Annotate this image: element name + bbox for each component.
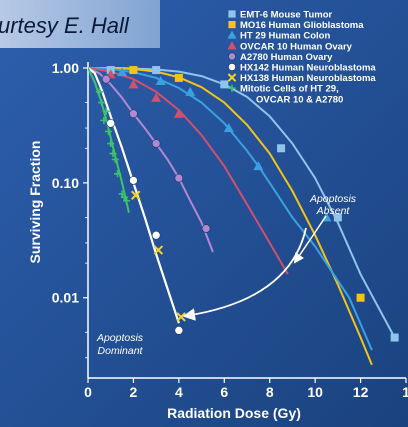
data-point-7 (107, 140, 115, 148)
legend-label-7: Mitotic Cells of HT 29, (240, 84, 339, 95)
data-point-6 (153, 245, 164, 255)
x-tick-label: 4 (175, 384, 183, 400)
data-point-0 (220, 80, 229, 89)
data-point-6 (130, 190, 141, 200)
legend-marker-5 (228, 63, 236, 71)
legend-marker-7 (228, 84, 236, 92)
data-point-7 (123, 197, 131, 205)
data-point-7 (102, 107, 110, 115)
series-line-5 (88, 67, 180, 324)
data-point-7 (98, 99, 106, 107)
annotation-absent-line1: Apoptosis (309, 193, 357, 205)
data-point-4 (129, 109, 138, 119)
data-point-5 (151, 230, 161, 240)
data-point-4 (201, 224, 211, 233)
data-point-5 (174, 326, 184, 335)
x-axis-label: Radiation Dose (Gy) (167, 405, 301, 421)
data-point-7 (109, 150, 117, 158)
legend-label-6: HX138 Human Neuroblastoma (240, 73, 376, 84)
data-point-2 (253, 161, 264, 171)
data-point-7 (114, 170, 122, 178)
data-point-2 (223, 123, 234, 133)
data-point-5 (106, 119, 116, 128)
data-point-0 (152, 66, 161, 75)
x-tick-label: 8 (266, 384, 274, 400)
legend-marker-6 (227, 73, 237, 82)
legend-label-1: MO16 Human Glioblastoma (240, 20, 364, 31)
data-point-5 (129, 176, 138, 185)
data-point-0 (333, 213, 342, 222)
data-point-7 (95, 88, 103, 96)
x-tick-label: 2 (130, 384, 138, 400)
data-point-1 (129, 66, 138, 75)
data-point-3 (128, 79, 139, 89)
data-point-4 (101, 74, 111, 84)
legend-marker-4 (228, 52, 236, 61)
data-point-4 (151, 139, 161, 148)
annotation-absent-line2: Absent (316, 205, 351, 217)
credit-text: urtesy E. Hall (0, 13, 130, 38)
axes: 0 2 4 6 8 10 12 1 1.00 0.10 0.01 (52, 60, 408, 400)
legend-marker-0 (228, 10, 236, 18)
data-point-7 (100, 116, 108, 124)
annotation-apoptosis-dominant: Apoptosis Dominant (96, 332, 144, 357)
data-point-7 (111, 155, 119, 163)
legend-label-5: HX142 Human Neuroblastoma (240, 63, 376, 74)
annotation-dominant-line2: Dominant (98, 345, 144, 357)
y-tick-label: 0.10 (52, 175, 79, 191)
legend-marker-2 (227, 30, 237, 39)
data-point-2 (117, 67, 128, 77)
legend-marker-1 (228, 21, 236, 29)
series-points (95, 66, 399, 342)
y-axis-label: Surviving Fraction (27, 141, 43, 264)
data-point-7 (104, 127, 112, 135)
annotation-apoptosis-absent: Apoptosis Absent (182, 193, 357, 321)
legend-label-0: EMT-6 Mouse Tumor (240, 10, 332, 21)
x-tick-label: 10 (307, 384, 323, 400)
x-tick-label: 6 (220, 384, 228, 400)
series-line-4 (88, 67, 214, 253)
x-tick-label: 12 (353, 384, 369, 400)
data-point-2 (185, 86, 196, 96)
legend-label-2: HT 29 Human Colon (240, 31, 330, 42)
x-tick-label: 1 (402, 384, 408, 400)
y-tick-label: 0.01 (52, 290, 79, 306)
data-point-3 (151, 92, 162, 102)
data-point-3 (173, 108, 184, 118)
data-point-4 (174, 173, 184, 183)
data-point-0 (277, 144, 286, 153)
connector-arc (182, 227, 307, 321)
legend-label-7-cont: OVCAR 10 & A2780 (256, 94, 343, 105)
data-point-0 (390, 333, 399, 342)
legend-label-4: A2780 Human Ovary (240, 52, 333, 63)
data-point-1 (356, 293, 365, 302)
annotation-dominant-line1: Apoptosis (96, 332, 144, 344)
x-tick-label: 0 (84, 384, 92, 400)
legend-marker-3 (227, 41, 237, 50)
data-point-2 (155, 76, 166, 86)
y-tick-label: 1.00 (52, 60, 79, 76)
data-point-1 (174, 73, 183, 82)
credit-band (0, 0, 160, 48)
legend-label-3: OVCAR 10 Human Ovary (240, 41, 353, 52)
annotation-absent-arrow (293, 215, 327, 264)
